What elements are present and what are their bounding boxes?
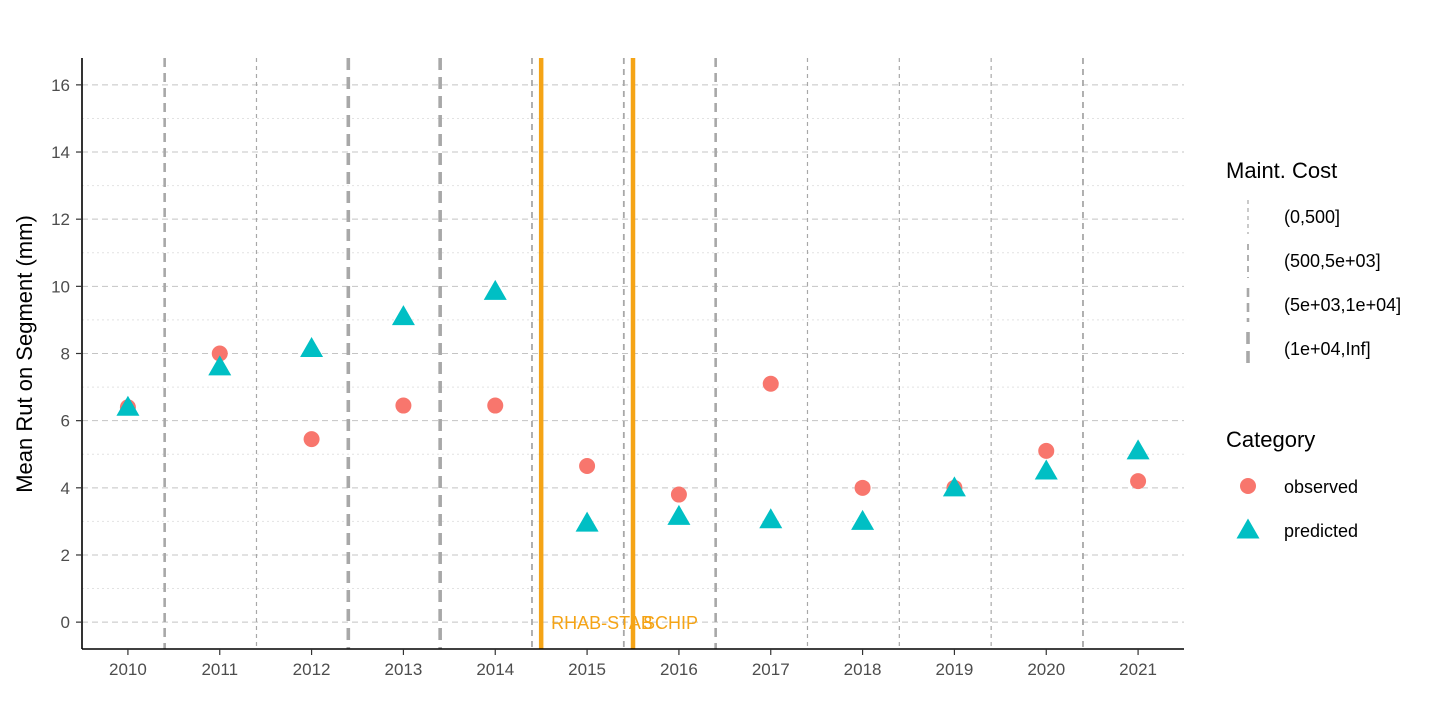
predicted-point bbox=[575, 511, 599, 532]
legend-key-observed bbox=[1240, 478, 1256, 494]
observed-point bbox=[670, 486, 687, 503]
legend-label-cost: (0,500] bbox=[1284, 207, 1340, 227]
y-tick-label: 2 bbox=[61, 546, 70, 565]
legend: Maint. Cost (0,500] (500,5e+03] (5e+03,1e+0… bbox=[1226, 158, 1401, 541]
y-tick-label: 12 bbox=[51, 210, 70, 229]
predicted-point bbox=[759, 508, 783, 529]
predicted-point bbox=[1034, 459, 1058, 480]
x-tick-label: 2013 bbox=[385, 660, 423, 679]
treatment-label: SCHIP bbox=[643, 613, 698, 633]
treatment-lines bbox=[538, 58, 636, 649]
x-tick-label: 2018 bbox=[844, 660, 882, 679]
x-tick-label: 2020 bbox=[1027, 660, 1065, 679]
predicted-point bbox=[667, 504, 691, 525]
x-tick-label: 2016 bbox=[660, 660, 698, 679]
treatment-label: RHAB-STAB bbox=[551, 613, 653, 633]
legend-label-cost: (1e+04,Inf] bbox=[1284, 339, 1371, 359]
y-tick-label: 14 bbox=[51, 143, 70, 162]
y-tick-label: 0 bbox=[61, 613, 70, 632]
x-tick-label: 2012 bbox=[293, 660, 331, 679]
observed-point bbox=[211, 345, 228, 362]
predicted-point bbox=[391, 305, 415, 326]
legend-key-predicted bbox=[1236, 518, 1260, 539]
legend-title-category: Category bbox=[1226, 427, 1315, 452]
legend-label-category: observed bbox=[1284, 477, 1358, 497]
predicted-point bbox=[208, 355, 232, 376]
legend-label-cost: (5e+03,1e+04] bbox=[1284, 295, 1401, 315]
predicted-point bbox=[1126, 439, 1150, 460]
observed-point bbox=[579, 457, 596, 474]
predicted-point bbox=[851, 509, 875, 530]
observed-point bbox=[303, 431, 320, 448]
maintenance-cost-lines bbox=[163, 58, 1084, 649]
y-tick-label: 6 bbox=[61, 412, 70, 431]
predicted-point bbox=[483, 279, 507, 300]
x-tick-label: 2021 bbox=[1119, 660, 1157, 679]
x-tick-label: 2011 bbox=[201, 660, 238, 679]
legend-label-category: predicted bbox=[1284, 521, 1358, 541]
predicted-point bbox=[300, 336, 324, 357]
legend-title-cost: Maint. Cost bbox=[1226, 158, 1337, 183]
y-tick-label: 10 bbox=[51, 277, 70, 296]
x-tick-label: 2010 bbox=[109, 660, 147, 679]
observed-point bbox=[1038, 442, 1055, 459]
observed-point bbox=[487, 397, 504, 414]
x-tick-label: 2015 bbox=[568, 660, 606, 679]
predicted-point bbox=[116, 395, 140, 416]
predicted-point bbox=[942, 476, 966, 497]
observed-point bbox=[854, 479, 871, 496]
observed-point bbox=[762, 375, 779, 392]
y-axis-title: Mean Rut on Segment (mm) bbox=[12, 215, 37, 493]
observed-point bbox=[1130, 473, 1147, 490]
observed-point bbox=[395, 397, 412, 414]
y-tick-label: 8 bbox=[61, 345, 70, 364]
y-tick-label: 16 bbox=[51, 76, 70, 95]
x-tick-label: 2014 bbox=[476, 660, 514, 679]
x-tick-label: 2017 bbox=[752, 660, 790, 679]
axes: 0 2 4 6 8 10 12 14 16 2010 2011 2012 2013 2014 2015 201… bbox=[51, 58, 1184, 679]
x-tick-label: 2019 bbox=[936, 660, 974, 679]
y-tick-label: 4 bbox=[61, 479, 70, 498]
data-points bbox=[116, 279, 1150, 532]
legend-label-cost: (500,5e+03] bbox=[1284, 251, 1381, 271]
